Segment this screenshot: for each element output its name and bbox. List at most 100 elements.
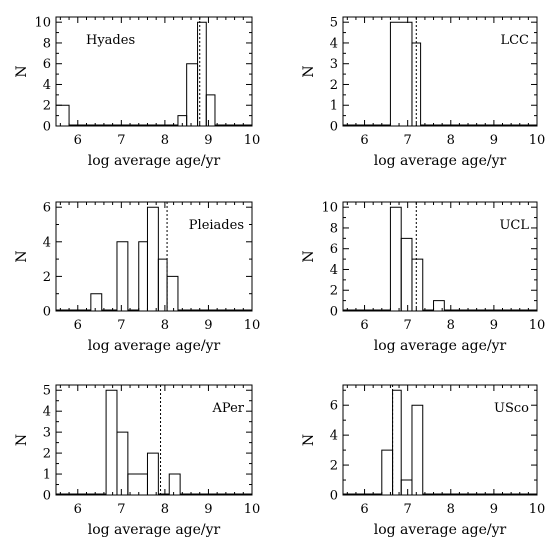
- x-tick-label: 7: [404, 133, 412, 148]
- histogram-bin: [168, 473, 181, 495]
- panel-title: Hyades: [86, 33, 135, 48]
- histogram-bin: [90, 293, 103, 311]
- plot-frame: [342, 16, 538, 127]
- y-tick-label: 0: [43, 120, 51, 135]
- x-axis-label: log average age/yr: [88, 153, 221, 169]
- plot-frame: [342, 201, 538, 312]
- x-axis-label: log average age/yr: [88, 338, 221, 354]
- y-tick-label: 8: [43, 36, 51, 51]
- y-tick-label: 3: [330, 57, 338, 72]
- histogram-bin: [127, 473, 148, 495]
- y-tick-label: 2: [330, 284, 338, 299]
- x-tick-label: 8: [161, 133, 169, 148]
- panel-hyades: 6 7 8 9 10 0 2 4 6 8 10 Hyades log average age/yr N: [14, 16, 260, 169]
- y-tick-label: 4: [330, 36, 338, 51]
- y-tick-label: 5: [43, 384, 51, 399]
- panel-title: APer: [212, 401, 245, 416]
- y-tick-label: 0: [43, 305, 51, 320]
- y-tick-label: 2: [330, 459, 338, 474]
- x-tick-label: 6: [360, 318, 368, 333]
- y-axis-label: N: [14, 65, 30, 77]
- y-tick-label: 2: [43, 270, 51, 285]
- x-tick-label: 6: [74, 502, 82, 517]
- x-tick-label: 9: [490, 318, 498, 333]
- plot-frame: [342, 384, 538, 496]
- histogram-bin: [411, 258, 424, 311]
- histogram-bin: [389, 206, 402, 311]
- y-tick-label: 4: [330, 263, 338, 278]
- x-tick-label: 6: [360, 502, 368, 517]
- panel-aper: 6 7 8 9 10 0 1 2 3 4 5 APer log average age/yr N: [14, 384, 260, 538]
- y-tick-label: 1: [43, 468, 51, 483]
- histogram-bin: [381, 449, 394, 495]
- panel-lcc: 6 7 8 9 10 0 1 2 3 4 5 LCC log average age/yr N: [301, 16, 545, 169]
- histogram-bin: [400, 479, 413, 495]
- y-tick-label: 1: [330, 99, 338, 114]
- x-tick-label: 7: [117, 502, 125, 517]
- x-tick-label: 6: [360, 133, 368, 148]
- panel-pleiades: 6 7 8 9 10 0 2 4 6 Pleiades log average age/yr N: [14, 201, 260, 354]
- panel-title: LCC: [500, 33, 529, 48]
- histogram-bin: [105, 389, 118, 495]
- y-tick-label: 2: [330, 78, 338, 93]
- x-tick-label: 7: [117, 133, 125, 148]
- x-axis-label: log average age/yr: [374, 338, 507, 354]
- histogram-bin: [433, 300, 445, 311]
- x-tick-label: 8: [161, 502, 169, 517]
- x-tick-label: 8: [447, 133, 455, 148]
- x-tick-label: 9: [204, 502, 212, 517]
- plot-frame: [55, 384, 253, 496]
- y-axis-label: N: [14, 434, 30, 446]
- y-tick-label: 6: [330, 242, 338, 257]
- y-tick-label: 3: [43, 426, 51, 441]
- y-tick-label: 0: [43, 489, 51, 504]
- y-tick-label: 4: [43, 405, 51, 420]
- y-tick-label: 10: [34, 16, 51, 31]
- panel-usco: 6 7 8 9 10 0 2 4 6 USco log average age/yr N: [301, 384, 546, 538]
- x-tick-label: 10: [244, 318, 261, 333]
- y-tick-label: 4: [43, 78, 51, 93]
- x-tick-label: 6: [74, 318, 82, 333]
- y-tick-label: 6: [43, 201, 51, 216]
- panel-title: Pleiades: [189, 218, 244, 233]
- x-tick-label: 10: [529, 318, 546, 333]
- y-tick-label: 0: [330, 489, 338, 504]
- x-tick-label: 9: [490, 502, 498, 517]
- x-tick-label: 8: [161, 318, 169, 333]
- y-tick-label: 4: [43, 235, 51, 250]
- histogram-bin: [55, 104, 70, 126]
- x-tick-label: 7: [117, 318, 125, 333]
- y-tick-label: 6: [43, 57, 51, 72]
- plot-frame: [55, 201, 253, 312]
- panel-ucl: 6 7 8 9 10 0 2 4 6 8 10 UCL log average age/yr N: [301, 201, 545, 354]
- y-tick-label: 10: [321, 201, 338, 216]
- x-tick-label: 10: [529, 502, 546, 517]
- x-tick-label: 7: [404, 502, 412, 517]
- y-axis-label: N: [301, 250, 317, 262]
- histogram-bin: [205, 94, 216, 126]
- x-tick-label: 9: [490, 133, 498, 148]
- histogram-bin: [400, 237, 413, 311]
- x-tick-label: 10: [244, 502, 261, 517]
- y-tick-label: 6: [330, 399, 338, 414]
- histogram-bin: [146, 452, 159, 495]
- plot-frame: [55, 16, 253, 127]
- y-tick-label: 5: [330, 16, 338, 31]
- histogram-bin: [138, 241, 148, 311]
- y-tick-label: 2: [43, 99, 51, 114]
- panel-title: USco: [494, 401, 529, 416]
- x-tick-label: 8: [447, 502, 455, 517]
- histogram-bin: [166, 275, 179, 311]
- y-tick-label: 0: [330, 120, 338, 135]
- y-tick-label: 4: [330, 429, 338, 444]
- histogram-bin: [186, 63, 199, 126]
- y-axis-label: N: [14, 250, 30, 262]
- histogram-bin: [157, 258, 168, 311]
- histogram-bin: [197, 21, 207, 126]
- histogram-bin: [411, 404, 424, 495]
- x-tick-label: 9: [204, 318, 212, 333]
- histogram-bin: [116, 431, 129, 495]
- x-tick-label: 10: [244, 133, 261, 148]
- x-axis-label: log average age/yr: [88, 522, 221, 538]
